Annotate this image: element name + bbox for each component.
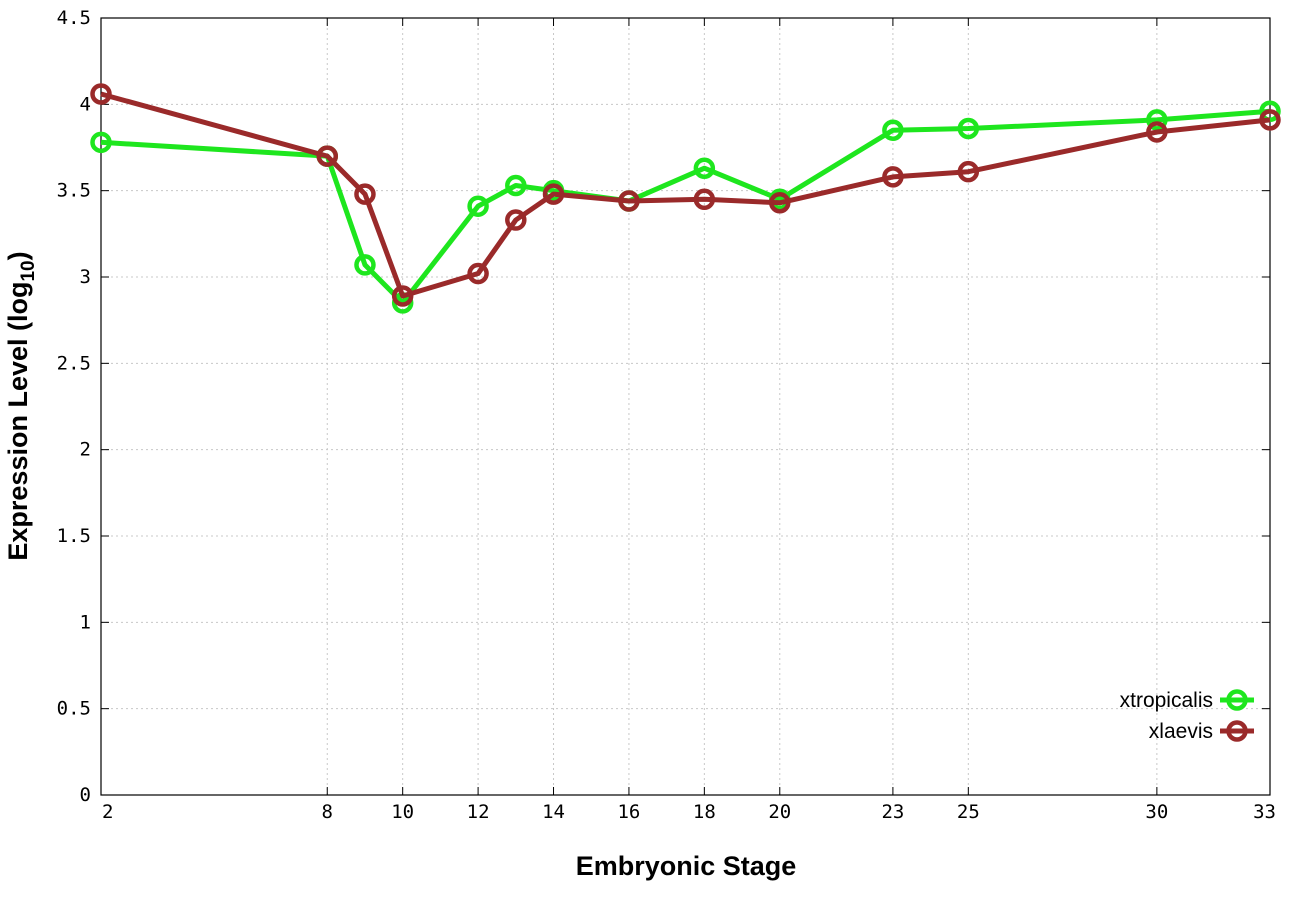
data-point-xtropicalis (882, 119, 904, 141)
x-tick-label: 16 (617, 801, 640, 823)
data-point-xtropicalis (693, 157, 716, 179)
data-point-xlaevis (354, 183, 376, 205)
data-point-xtropicalis (1146, 109, 1168, 131)
data-point-xlaevis (316, 145, 339, 167)
y-tick-label: 2.5 (57, 352, 91, 374)
data-point-xlaevis (1146, 121, 1168, 143)
y-tick-label: 1.5 (57, 525, 91, 547)
data-point-xtropicalis (90, 131, 112, 154)
y-axis-title: Expression Level (log10) (3, 251, 39, 560)
y-tick-label: 1 (80, 611, 91, 633)
data-point-xtropicalis (1259, 100, 1281, 122)
data-point-xlaevis (467, 262, 489, 285)
x-tick-label: 14 (542, 801, 565, 823)
y-tick-label: 4 (80, 93, 91, 115)
data-point-xlaevis (542, 183, 565, 205)
y-tick-label: 0 (80, 784, 91, 806)
legend-marker-xtropicalis (1226, 689, 1248, 711)
x-tick-label: 33 (1253, 801, 1276, 823)
x-tick-label: 12 (467, 801, 490, 823)
legend: xtropicalis xlaevis (1120, 689, 1254, 743)
x-tick-label: 20 (768, 801, 791, 823)
series-xlaevis (90, 83, 1281, 307)
data-point-xlaevis (693, 188, 716, 211)
y-tick-label: 0.5 (57, 698, 91, 720)
axis-ticks: 0 0.5 1 1.5 2 2.5 3 3.5 4 4.5 2 8 10 12 14 16 18 20 23 25 30… (57, 7, 1276, 823)
x-tick-label: 10 (391, 801, 414, 823)
legend-label-xlaevis: xlaevis (1149, 720, 1213, 743)
legend-marker-xlaevis (1226, 720, 1248, 742)
data-point-xlaevis (505, 209, 527, 231)
x-tick-label: 8 (322, 801, 333, 823)
data-point-xtropicalis (957, 117, 980, 140)
x-tick-label: 23 (881, 801, 904, 823)
data-point-xlaevis (957, 160, 980, 183)
legend-label-xtropicalis: xtropicalis (1120, 689, 1213, 712)
y-axis-title-close: ) (3, 251, 33, 260)
x-axis-title: Embryonic Stage (576, 851, 797, 881)
y-tick-label: 4.5 (57, 7, 91, 29)
x-tick-label: 2 (102, 801, 113, 823)
data-point-xlaevis (391, 285, 414, 307)
data-point-xlaevis (882, 166, 904, 188)
y-axis-title-main: Expression Level (log (3, 282, 33, 561)
x-tick-label: 25 (957, 801, 980, 823)
y-tick-label: 3.5 (57, 180, 91, 202)
x-tick-label: 30 (1145, 801, 1168, 823)
y-tick-label: 2 (80, 439, 91, 461)
data-point-xlaevis (769, 192, 791, 214)
y-tick-label: 3 (80, 266, 91, 288)
data-point-xlaevis (1259, 109, 1281, 131)
data-point-xtropicalis (354, 254, 376, 276)
y-axis-title-subscript: 10 (18, 260, 39, 281)
data-point-xtropicalis (467, 195, 489, 217)
data-point-xlaevis (90, 83, 112, 105)
data-point-xtropicalis (505, 174, 527, 197)
data-point-xlaevis (618, 190, 640, 212)
x-tick-label: 18 (693, 801, 716, 823)
series (90, 83, 1281, 314)
plot-frame (100, 17, 1271, 796)
series-line-xlaevis (100, 91, 1271, 299)
